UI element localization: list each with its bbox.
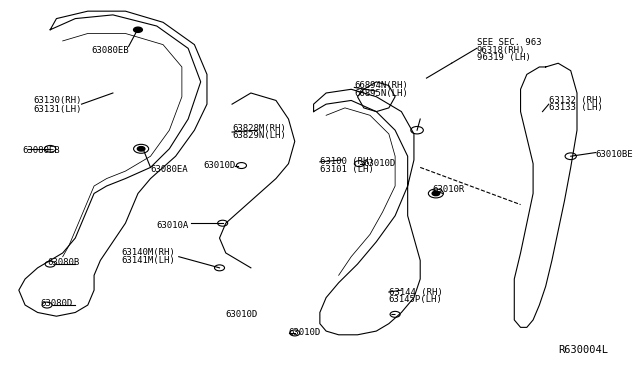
Text: 96319 (LH): 96319 (LH) <box>477 53 531 62</box>
Text: 63141M(LH): 63141M(LH) <box>122 256 175 265</box>
Text: 63829N(LH): 63829N(LH) <box>232 131 286 140</box>
Text: 63010A: 63010A <box>156 221 188 230</box>
Text: 63010D: 63010D <box>226 310 258 319</box>
Text: 63010D: 63010D <box>289 328 321 337</box>
Text: 63130(RH): 63130(RH) <box>33 96 81 105</box>
Text: 63080EB: 63080EB <box>22 146 60 155</box>
Text: SEE SEC. 963: SEE SEC. 963 <box>477 38 541 47</box>
Circle shape <box>138 147 145 151</box>
Text: 96318(RH): 96318(RH) <box>477 46 525 55</box>
Text: 63010R: 63010R <box>433 185 465 194</box>
Text: 63145P(LH): 63145P(LH) <box>389 295 443 304</box>
Text: 63080D: 63080D <box>41 299 73 308</box>
Text: 63132 (RH): 63132 (RH) <box>548 96 602 105</box>
Circle shape <box>432 191 440 196</box>
Text: 63140M(RH): 63140M(RH) <box>122 248 175 257</box>
Text: 63101 (LH): 63101 (LH) <box>320 165 374 174</box>
Text: 63010D: 63010D <box>203 161 235 170</box>
Text: 63144 (RH): 63144 (RH) <box>389 288 443 296</box>
Text: R630004L: R630004L <box>558 345 609 355</box>
Text: 63131(LH): 63131(LH) <box>33 105 81 114</box>
Text: 63010D: 63010D <box>364 159 396 168</box>
Text: 66894N(RH): 66894N(RH) <box>355 81 408 90</box>
Text: 63080B: 63080B <box>47 258 79 267</box>
Text: 63133 (LH): 63133 (LH) <box>548 103 602 112</box>
Text: 63828M(RH): 63828M(RH) <box>232 124 286 133</box>
Circle shape <box>134 27 142 32</box>
Text: 63080EA: 63080EA <box>150 165 188 174</box>
Text: 63010BE: 63010BE <box>596 150 634 159</box>
Text: 66895N(LH): 66895N(LH) <box>355 89 408 97</box>
Text: 63100 (RH): 63100 (RH) <box>320 157 374 166</box>
Text: 63080EB: 63080EB <box>91 46 129 55</box>
